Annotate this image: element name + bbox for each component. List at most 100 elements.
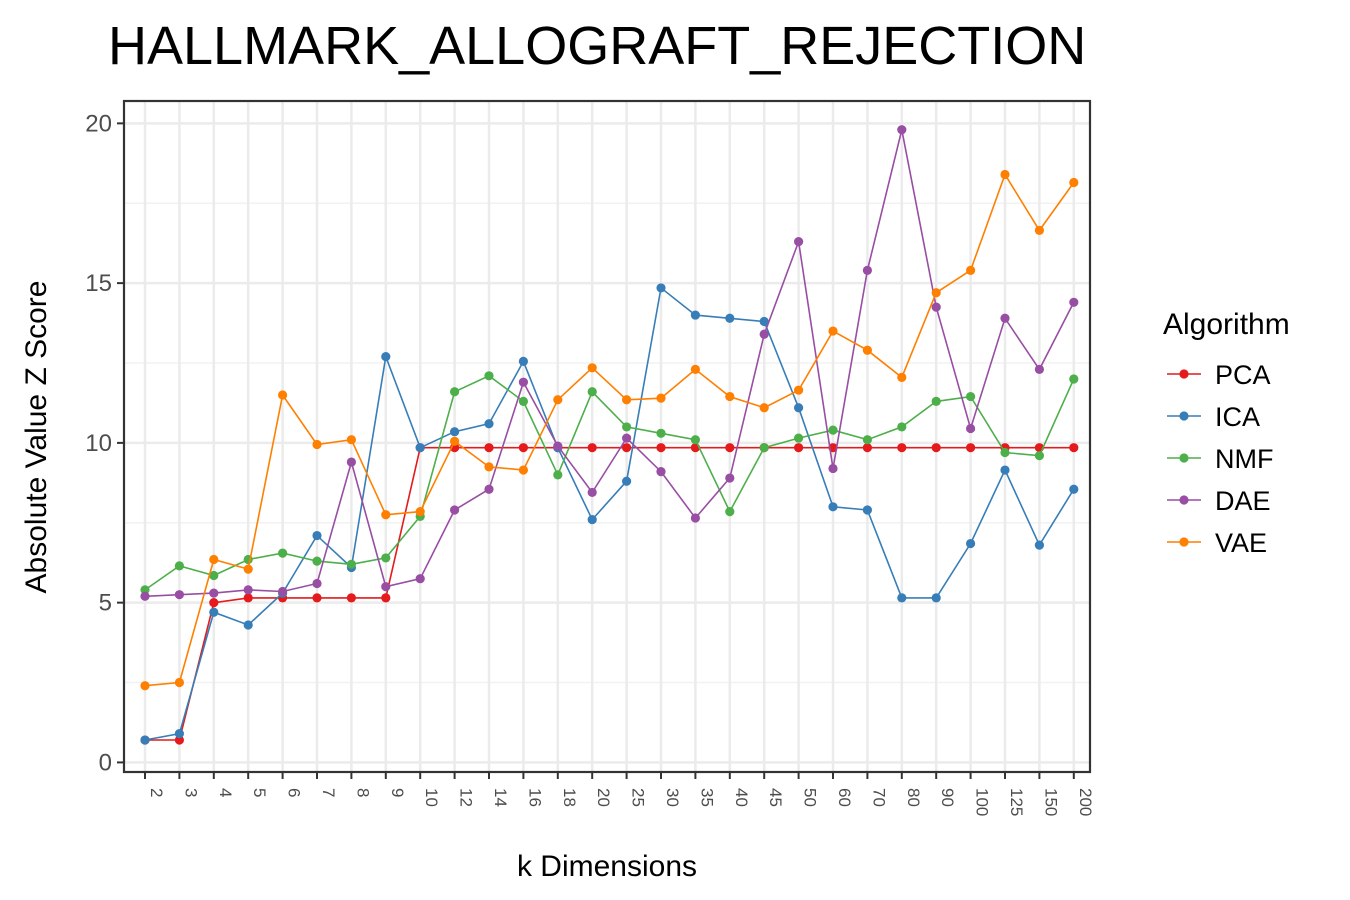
point-ica	[243, 620, 253, 630]
x-tick-label: 45	[766, 788, 785, 807]
point-dae	[140, 591, 150, 601]
point-nmf	[862, 435, 873, 445]
point-dae	[966, 423, 976, 434]
point-dae	[931, 302, 941, 312]
point-pca	[794, 443, 804, 453]
point-vae	[1000, 169, 1010, 180]
point-nmf	[140, 585, 150, 595]
point-pca	[381, 593, 391, 603]
point-nmf	[828, 425, 838, 435]
point-vae	[553, 395, 563, 405]
point-vae	[828, 326, 838, 336]
x-tick-label: 125	[1007, 788, 1026, 816]
point-dae	[862, 265, 873, 275]
point-dae	[415, 574, 425, 584]
point-nmf	[897, 422, 907, 432]
point-vae	[243, 564, 253, 574]
point-ica	[966, 538, 976, 549]
point-ica	[862, 505, 873, 515]
x-tick-label: 7	[319, 788, 338, 797]
point-pca	[209, 598, 219, 608]
x-tick-label: 90	[938, 788, 957, 807]
x-tick-label: 25	[629, 788, 648, 807]
point-pca	[622, 443, 632, 453]
point-vae	[622, 395, 632, 405]
y-tick-label: 0	[99, 749, 112, 776]
x-tick-label: 8	[353, 788, 372, 797]
grid	[124, 101, 1090, 772]
point-pca	[897, 443, 907, 453]
point-ica	[656, 283, 666, 293]
point-nmf	[931, 396, 941, 406]
point-pca	[312, 593, 322, 603]
legend-label-ica: ICA	[1215, 402, 1260, 432]
point-dae	[1034, 364, 1044, 374]
y-tick-label: 5	[99, 590, 112, 617]
point-dae	[553, 441, 563, 451]
point-dae	[1000, 313, 1010, 323]
point-dae	[312, 578, 322, 589]
legend-key-point-nmf	[1179, 453, 1189, 463]
legend-label-pca: PCA	[1215, 360, 1271, 390]
x-tick-label: 12	[457, 788, 476, 807]
point-dae	[450, 505, 460, 515]
x-tick-label: 14	[491, 788, 510, 807]
x-tick-label: 35	[697, 788, 716, 807]
point-nmf	[656, 428, 666, 438]
point-nmf	[209, 570, 219, 581]
x-tick-label: 70	[869, 788, 888, 807]
point-nmf	[278, 548, 288, 558]
point-ica	[587, 514, 597, 525]
point-vae	[931, 288, 941, 298]
x-tick-label: 6	[285, 788, 304, 797]
point-dae	[381, 582, 391, 592]
point-pca	[243, 593, 253, 603]
point-vae	[690, 364, 701, 374]
point-vae	[484, 462, 494, 472]
x-tick-label: 9	[388, 788, 407, 797]
point-dae	[656, 467, 666, 477]
series-line-ica	[144, 286, 1075, 741]
y-tick-label: 15	[85, 270, 112, 297]
point-vae	[312, 439, 322, 450]
point-ica	[484, 419, 494, 429]
point-pca	[587, 443, 597, 453]
x-tick-label: 200	[1076, 788, 1095, 816]
point-nmf	[518, 396, 529, 406]
point-vae	[966, 265, 976, 275]
point-nmf	[174, 561, 184, 571]
point-nmf	[587, 387, 597, 397]
point-nmf	[1069, 374, 1079, 384]
point-ica	[415, 443, 425, 453]
point-nmf	[1034, 451, 1044, 461]
point-nmf	[312, 556, 322, 566]
point-vae	[725, 391, 735, 402]
point-dae	[346, 457, 356, 467]
point-vae	[209, 554, 219, 565]
point-nmf	[381, 553, 391, 563]
point-pca	[862, 443, 873, 453]
point-dae	[794, 236, 804, 247]
point-pca	[725, 443, 735, 453]
x-tick-label: 100	[973, 788, 992, 816]
point-dae	[690, 513, 701, 523]
chart-title: HALLMARK_ALLOGRAFT_REJECTION	[108, 16, 1086, 76]
x-tick-label: 30	[663, 788, 682, 807]
legend-key-point-ica	[1179, 411, 1189, 421]
x-axis-title: k Dimensions	[517, 850, 697, 883]
point-dae	[622, 433, 632, 443]
point-nmf	[966, 391, 976, 402]
legend-key-point-pca	[1179, 369, 1189, 379]
point-vae	[587, 363, 597, 373]
series-line-vae	[144, 172, 1075, 687]
point-ica	[450, 427, 460, 437]
legend-key-point-vae	[1179, 537, 1189, 547]
point-nmf	[1000, 447, 1010, 458]
point-ica	[174, 729, 184, 739]
series-layer	[140, 125, 1079, 745]
series-line-nmf	[144, 374, 1075, 591]
legend: Algorithm PCA ICA NMF DAE VAE	[1163, 308, 1290, 558]
legend-title: Algorithm	[1163, 308, 1290, 341]
x-tick-label: 5	[250, 788, 269, 797]
